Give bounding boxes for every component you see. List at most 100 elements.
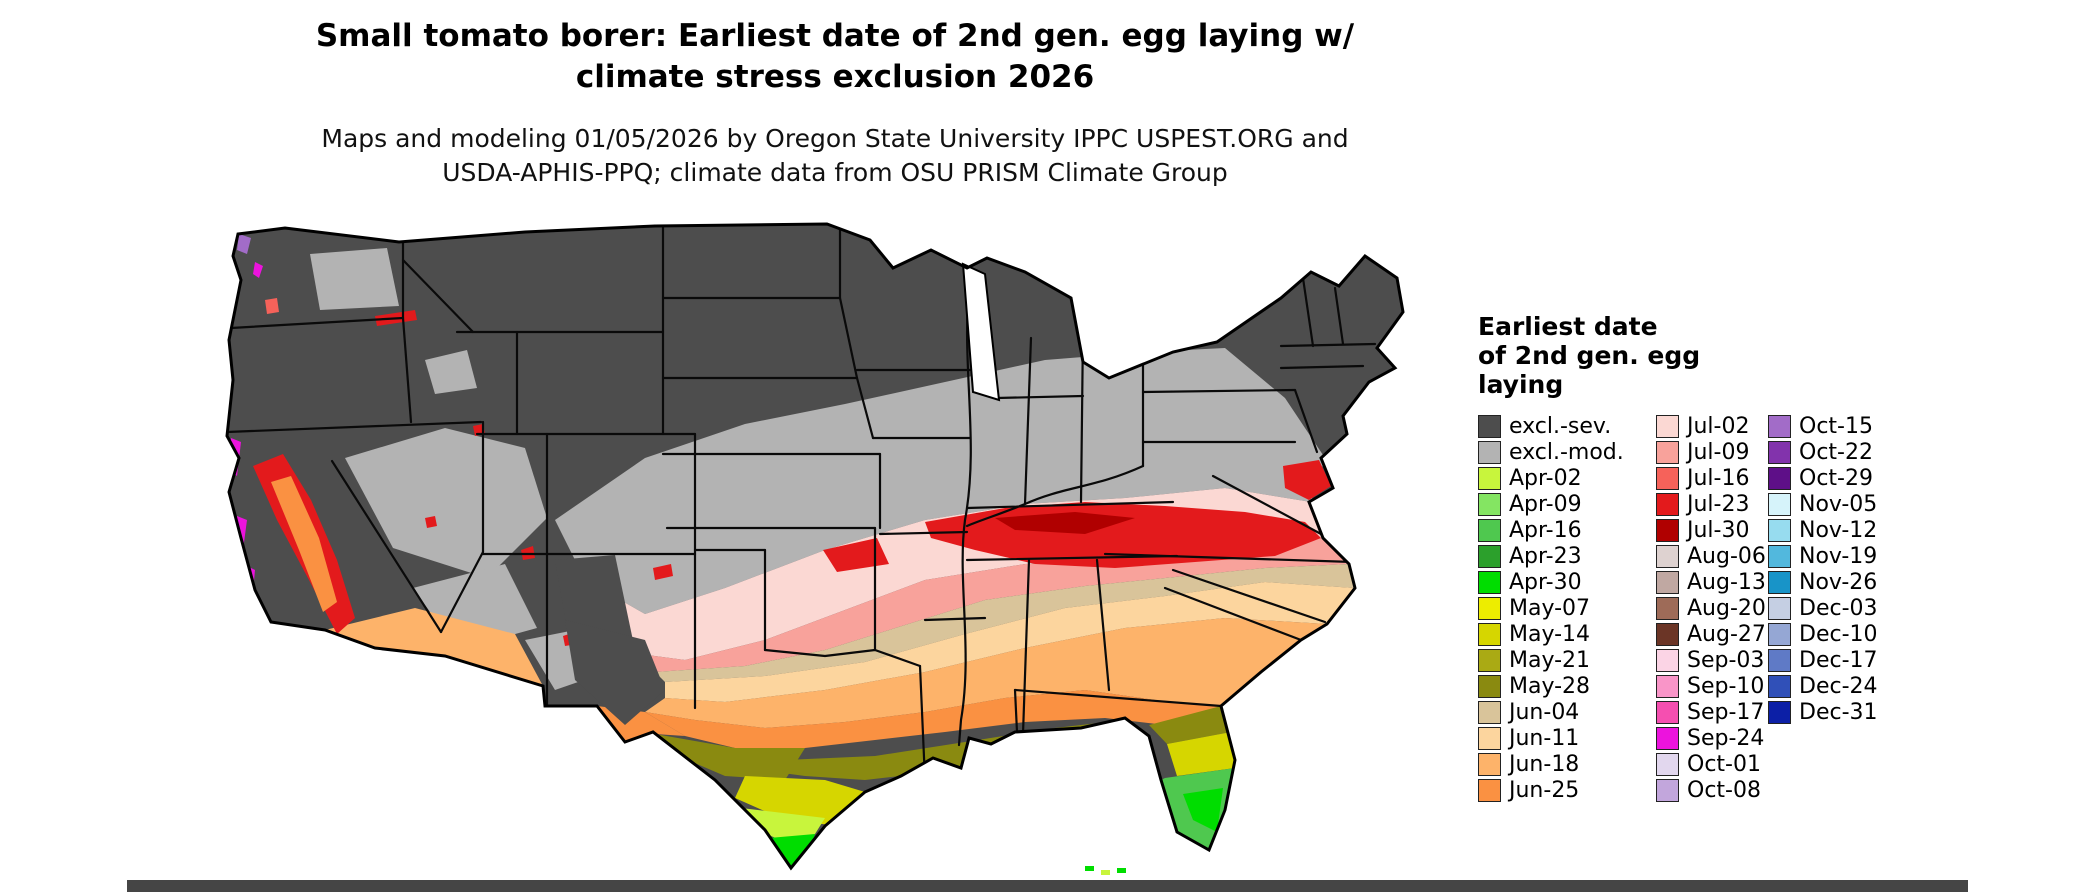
legend-swatch (1768, 648, 1791, 672)
legend-entry: Jun-18 (1478, 751, 1656, 777)
legend-label: Sep-17 (1687, 699, 1765, 725)
legend-entry: Sep-10 (1656, 673, 1768, 699)
legend-entry: Aug-20 (1656, 595, 1768, 621)
legend-label: Dec-10 (1799, 621, 1878, 647)
legend-swatch (1768, 440, 1791, 464)
legend-label: Jun-25 (1509, 777, 1580, 803)
legend-swatch (1656, 778, 1679, 802)
map-subtitle-line1: Maps and modeling 01/05/2026 by Oregon S… (321, 124, 1349, 153)
title-block: Small tomato borer: Earliest date of 2nd… (0, 16, 1670, 190)
legend-label: Sep-10 (1687, 673, 1765, 699)
legend-swatch (1656, 518, 1679, 542)
legend-label: May-28 (1509, 673, 1591, 699)
legend-swatch (1768, 492, 1791, 516)
legend-entry: Dec-31 (1768, 699, 1878, 725)
legend-entry: Oct-15 (1768, 413, 1878, 439)
legend-label: excl.-sev. (1509, 413, 1612, 439)
legend-label: Nov-05 (1799, 491, 1878, 517)
region-excluded-moderate (310, 248, 1325, 690)
legend-label: Oct-22 (1799, 439, 1873, 465)
legend-entry: Jun-11 (1478, 725, 1656, 751)
legend: Earliest date of 2nd gen. egg laying exc… (1478, 312, 2078, 803)
legend-label: Apr-23 (1509, 543, 1582, 569)
legend-entry: Dec-10 (1768, 621, 1878, 647)
legend-entry: May-14 (1478, 621, 1656, 647)
region-apr30-south-florida (1183, 788, 1223, 832)
map-subtitle-line2: USDA-APHIS-PPQ; climate data from OSU PR… (442, 158, 1228, 187)
us-outline (225, 222, 1405, 871)
legend-swatch (1478, 622, 1501, 646)
region-excluded-severe-southwest-patches (555, 555, 665, 725)
legend-swatch (1768, 414, 1791, 438)
legend-swatch (1478, 596, 1501, 620)
legend-entry: Jul-02 (1656, 413, 1768, 439)
florida-keys (1085, 866, 1126, 875)
legend-label: May-21 (1509, 647, 1591, 673)
legend-swatch (1656, 596, 1679, 620)
region-jun25-band (645, 690, 1221, 748)
bottom-strip (127, 880, 1968, 892)
legend-swatch (1656, 622, 1679, 646)
legend-entry: May-21 (1478, 647, 1656, 673)
legend-label: Dec-17 (1799, 647, 1878, 673)
legend-swatch (1478, 752, 1501, 776)
legend-swatch (1656, 414, 1679, 438)
legend-label: Sep-24 (1687, 725, 1765, 751)
legend-swatch (1656, 752, 1679, 776)
region-jul09-band (625, 538, 1349, 672)
legend-label: Apr-02 (1509, 465, 1582, 491)
legend-swatch (1478, 466, 1501, 490)
legend-swatch (1478, 414, 1501, 438)
legend-swatch (1656, 700, 1679, 724)
legend-entry: Sep-03 (1656, 647, 1768, 673)
legend-label: Apr-16 (1509, 517, 1582, 543)
map-title-line2: climate stress exclusion 2026 (575, 59, 1095, 95)
legend-swatch (1768, 466, 1791, 490)
legend-entry: Apr-16 (1478, 517, 1656, 543)
legend-swatch (1478, 648, 1501, 672)
legend-swatch (1768, 570, 1791, 594)
legend-entry: May-28 (1478, 673, 1656, 699)
region-jun18-band (645, 618, 1327, 728)
legend-swatch (1478, 726, 1501, 750)
lake-michigan (961, 262, 1001, 402)
legend-swatch (1768, 544, 1791, 568)
legend-entry: Jul-09 (1656, 439, 1768, 465)
legend-entry: Dec-24 (1768, 673, 1878, 699)
legend-label: Dec-24 (1799, 673, 1878, 699)
legend-swatch (1656, 648, 1679, 672)
legend-swatch (1656, 492, 1679, 516)
region-apr30-texas-tip (769, 834, 815, 868)
map-subtitle: Maps and modeling 01/05/2026 by Oregon S… (0, 122, 1670, 190)
legend-label: Oct-15 (1799, 413, 1873, 439)
legend-entry: Oct-08 (1656, 777, 1768, 803)
legend-swatch (1768, 700, 1791, 724)
legend-label: Jul-23 (1687, 491, 1750, 517)
legend-columns: excl.-sev. excl.-mod. Apr-02 Apr-09 Apr-16 Ap… (1478, 413, 2078, 803)
legend-label: Nov-19 (1799, 543, 1878, 569)
legend-swatch (1656, 544, 1679, 568)
legend-entry: Jun-25 (1478, 777, 1656, 803)
legend-label: Aug-20 (1687, 595, 1766, 621)
legend-label: Nov-12 (1799, 517, 1878, 543)
legend-label: Oct-08 (1687, 777, 1761, 803)
legend-swatch (1768, 518, 1791, 542)
legend-entry: Apr-09 (1478, 491, 1656, 517)
legend-swatch (1478, 674, 1501, 698)
legend-label: Apr-09 (1509, 491, 1582, 517)
legend-title-line2: of 2nd gen. egg (1478, 341, 1701, 370)
legend-entry: Oct-29 (1768, 465, 1878, 491)
legend-entry: Sep-24 (1656, 725, 1768, 751)
legend-label: Jun-04 (1509, 699, 1580, 725)
legend-label: Jul-30 (1687, 517, 1750, 543)
legend-label: Jul-02 (1687, 413, 1750, 439)
legend-swatch (1768, 674, 1791, 698)
legend-swatch (1768, 596, 1791, 620)
legend-label: Apr-30 (1509, 569, 1582, 595)
legend-label: Nov-26 (1799, 569, 1878, 595)
legend-entry: Dec-03 (1768, 595, 1878, 621)
legend-column: Oct-15 Oct-22 Oct-29 Nov-05 Nov-12 Nov-19 Nov-… (1768, 413, 1878, 725)
legend-label: Aug-13 (1687, 569, 1766, 595)
legend-label: Jul-09 (1687, 439, 1750, 465)
legend-label: Oct-29 (1799, 465, 1873, 491)
